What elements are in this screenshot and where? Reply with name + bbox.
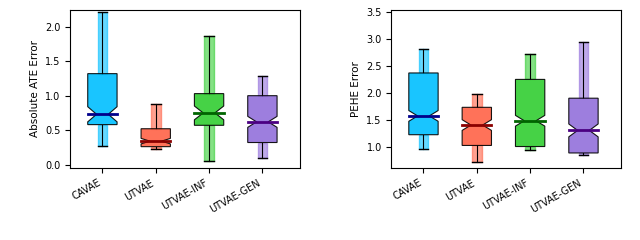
- Polygon shape: [141, 129, 170, 147]
- Polygon shape: [248, 96, 277, 143]
- Polygon shape: [258, 76, 268, 96]
- Polygon shape: [204, 36, 214, 94]
- Polygon shape: [462, 107, 492, 145]
- Polygon shape: [409, 73, 438, 135]
- Y-axis label: PEHE Error: PEHE Error: [351, 61, 361, 117]
- Polygon shape: [151, 104, 161, 129]
- Polygon shape: [579, 42, 588, 98]
- Polygon shape: [98, 12, 108, 74]
- Polygon shape: [419, 135, 428, 149]
- Polygon shape: [98, 125, 108, 146]
- Polygon shape: [472, 94, 482, 107]
- Y-axis label: Absolute ATE Error: Absolute ATE Error: [29, 40, 40, 137]
- Polygon shape: [525, 54, 535, 79]
- Polygon shape: [525, 147, 535, 150]
- Polygon shape: [515, 79, 545, 147]
- Polygon shape: [258, 143, 268, 158]
- Polygon shape: [88, 74, 117, 125]
- Polygon shape: [569, 98, 598, 153]
- Polygon shape: [151, 147, 161, 150]
- Polygon shape: [204, 125, 214, 161]
- Polygon shape: [195, 94, 224, 125]
- Polygon shape: [579, 153, 588, 155]
- Polygon shape: [419, 49, 428, 73]
- Polygon shape: [472, 145, 482, 162]
